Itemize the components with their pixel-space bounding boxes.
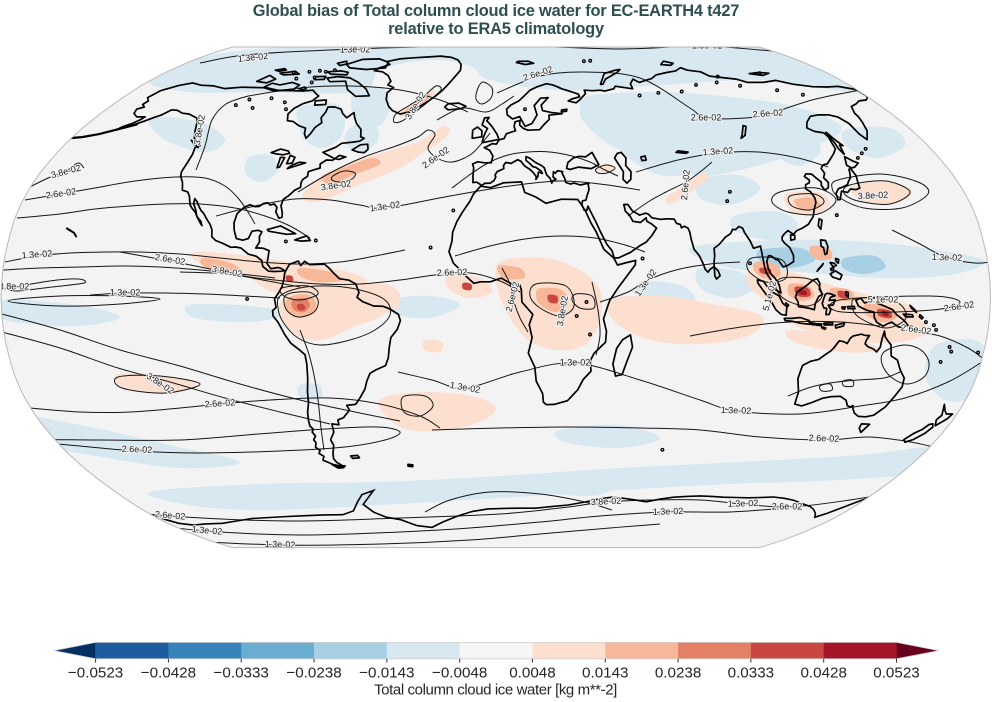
svg-text:2.6e-02: 2.6e-02 (437, 267, 468, 278)
svg-text:2.6e-02: 2.6e-02 (204, 397, 235, 409)
svg-text:1.3e-02: 1.3e-02 (560, 357, 591, 367)
svg-text:−0.0048: −0.0048 (432, 665, 487, 682)
svg-text:5.1e-02: 5.1e-02 (868, 294, 899, 304)
svg-text:0.0428: 0.0428 (800, 665, 846, 682)
svg-text:−0.0238: −0.0238 (286, 665, 341, 682)
svg-text:1.3e-02: 1.3e-02 (721, 405, 752, 416)
svg-text:2.6e-02: 2.6e-02 (809, 433, 840, 444)
svg-text:3.8e-02: 3.8e-02 (857, 190, 888, 202)
svg-text:1.3e-02: 1.3e-02 (340, 44, 371, 54)
svg-text:Total column cloud ice water [: Total column cloud ice water [kg m**-2] (374, 682, 617, 699)
svg-text:1.3e-02: 1.3e-02 (21, 248, 52, 260)
svg-text:2.6e-02: 2.6e-02 (772, 501, 803, 511)
svg-text:−0.0333: −0.0333 (214, 665, 269, 682)
svg-text:1.3e-02: 1.3e-02 (692, 40, 723, 50)
svg-text:1.3e-02: 1.3e-02 (110, 287, 141, 297)
svg-text:3.8e-02: 3.8e-02 (0, 281, 29, 291)
svg-text:0.0238: 0.0238 (655, 665, 701, 682)
svg-text:2.6e-02: 2.6e-02 (679, 169, 692, 200)
svg-text:2.6e-02: 2.6e-02 (752, 107, 783, 119)
svg-text:0.0143: 0.0143 (582, 665, 628, 682)
svg-text:−0.0428: −0.0428 (141, 665, 196, 682)
svg-text:0.0333: 0.0333 (728, 665, 774, 682)
svg-text:0.0523: 0.0523 (873, 665, 919, 682)
svg-text:−0.0523: −0.0523 (68, 665, 123, 682)
svg-text:−0.0143: −0.0143 (359, 665, 414, 682)
svg-text:2.6e-02: 2.6e-02 (154, 509, 185, 522)
svg-text:Global bias of Total column cl: Global bias of Total column cloud ice wa… (253, 2, 739, 20)
svg-text:1.3e-02: 1.3e-02 (653, 506, 684, 517)
svg-text:1.3e-02: 1.3e-02 (265, 539, 296, 550)
svg-text:0.0048: 0.0048 (509, 665, 555, 682)
svg-text:2.6e-02: 2.6e-02 (691, 112, 722, 122)
svg-text:1.3e-02: 1.3e-02 (702, 145, 733, 157)
svg-text:1.3e-02: 1.3e-02 (237, 51, 268, 64)
svg-text:relative to ERA5 climatology: relative to ERA5 climatology (388, 20, 605, 38)
svg-text:3.8e-02: 3.8e-02 (590, 496, 621, 508)
svg-text:1.3e-02: 1.3e-02 (728, 498, 759, 509)
svg-text:1.3e-02: 1.3e-02 (191, 524, 222, 537)
svg-text:2.6e-02: 2.6e-02 (122, 444, 153, 455)
svg-text:1.3e-02: 1.3e-02 (932, 252, 963, 263)
